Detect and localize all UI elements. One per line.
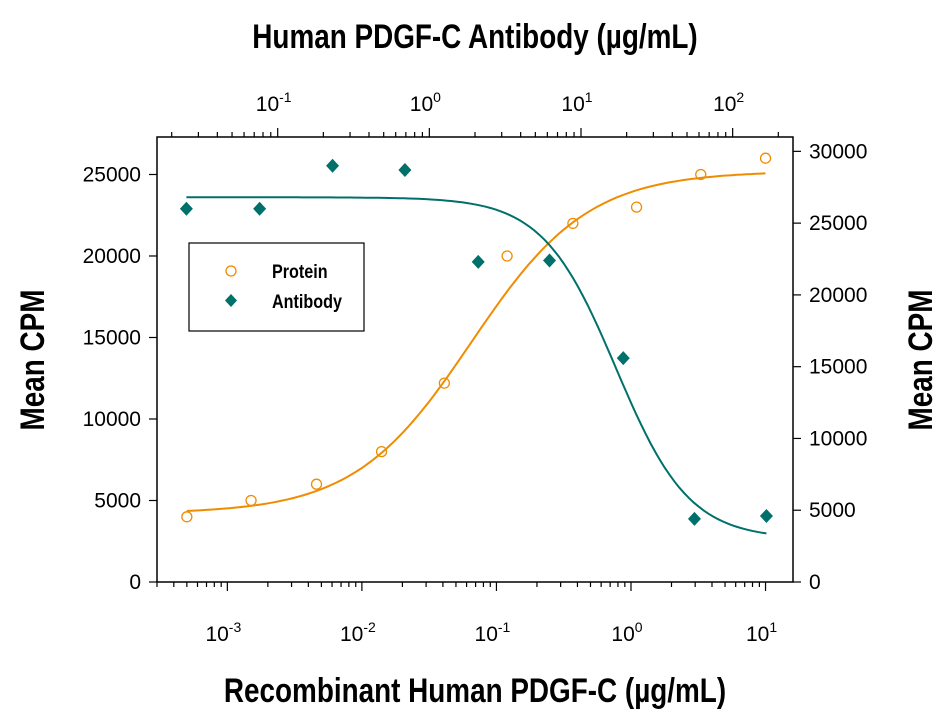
protein-data-point bbox=[567, 217, 579, 230]
top-axis-tick-label: 100 bbox=[410, 89, 441, 116]
legend: Protein Antibody bbox=[188, 242, 365, 332]
right-axis-title: Mean CPM bbox=[901, 290, 939, 431]
antibody-data-point bbox=[326, 158, 340, 173]
bottom-axis-tick-label: 10-2 bbox=[340, 619, 376, 646]
protein-data-point bbox=[438, 377, 450, 389]
protein-data-point bbox=[695, 168, 707, 181]
protein-data-point bbox=[630, 201, 643, 213]
right-axis-tick-label: 15000 bbox=[809, 356, 867, 379]
legend-antibody-marker bbox=[225, 294, 237, 307]
right-axis-tick-label: 10000 bbox=[809, 427, 867, 450]
right-axis-tick-label: 25000 bbox=[809, 212, 867, 235]
right-axis-tick-label: 5000 bbox=[809, 499, 856, 522]
protein-data-point bbox=[181, 511, 193, 523]
top-axis-tick-label: 102 bbox=[713, 89, 744, 116]
top-axis-title: Human PDGF-C Antibody (µg/mL) bbox=[252, 17, 697, 55]
antibody-data-point bbox=[471, 254, 485, 269]
antibody-data-point bbox=[253, 201, 267, 216]
left-axis-tick-label: 25000 bbox=[83, 163, 141, 186]
bottom-axis-tick-label: 10-3 bbox=[205, 619, 241, 646]
left-axis-title: Mean CPM bbox=[13, 290, 51, 431]
bottom-axis-tick-label: 100 bbox=[611, 619, 642, 646]
bottom-axis-tick-label: 101 bbox=[746, 619, 777, 646]
bottom-axis-title: Recombinant Human PDGF-C (µg/mL) bbox=[224, 671, 726, 709]
antibody-data-point bbox=[179, 201, 193, 216]
left-axis-tick-label: 0 bbox=[129, 571, 141, 594]
top-axis-tick-label: 10-1 bbox=[256, 89, 292, 116]
left-axis-tick-label: 20000 bbox=[83, 245, 141, 268]
right-axis-tick-label: 20000 bbox=[809, 284, 867, 307]
right-axis-tick-label: 30000 bbox=[809, 140, 867, 163]
bottom-axis-tick-label: 10-1 bbox=[475, 619, 511, 646]
protein-data-point bbox=[375, 445, 388, 458]
left-axis-tick-label: 15000 bbox=[83, 326, 141, 349]
antibody-data-point bbox=[616, 351, 630, 366]
left-axis-tick-label: 5000 bbox=[94, 489, 141, 512]
legend-box bbox=[188, 242, 365, 332]
antibody-data-point bbox=[398, 163, 412, 178]
legend-protein-marker bbox=[225, 265, 237, 277]
protein-fit-curve bbox=[186, 172, 766, 512]
legend-protein-label: Protein bbox=[272, 261, 328, 283]
top-axis-tick-label: 101 bbox=[561, 89, 592, 116]
protein-data-point bbox=[245, 494, 257, 507]
protein-data-point bbox=[501, 250, 513, 262]
antibody-data-point bbox=[759, 508, 773, 523]
antibody-fit-curve bbox=[186, 196, 767, 535]
antibody-data-point bbox=[543, 253, 557, 268]
legend-antibody-label: Antibody bbox=[272, 291, 342, 313]
left-axis-tick-label: 10000 bbox=[83, 408, 141, 431]
right-axis-tick-label: 0 bbox=[809, 571, 821, 594]
antibody-data-point bbox=[687, 511, 701, 526]
protein-data-point bbox=[759, 152, 772, 164]
protein-data-point bbox=[310, 478, 323, 490]
